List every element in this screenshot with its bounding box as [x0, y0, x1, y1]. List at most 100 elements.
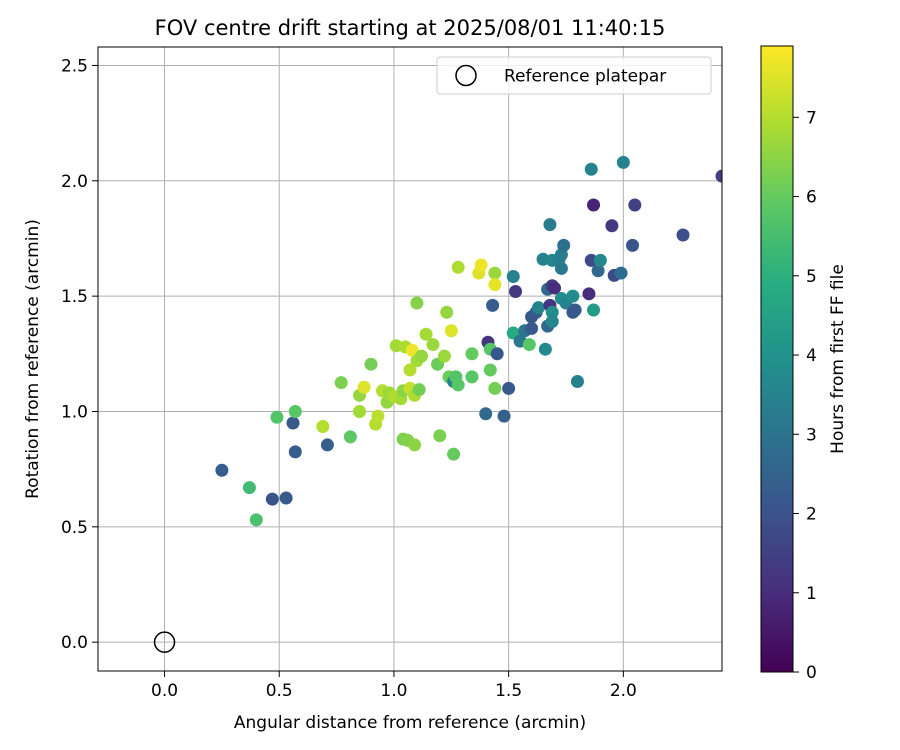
y-axis-label: Rotation from reference (arcmin) [23, 219, 43, 499]
colorbar-label: Hours from first FF file [828, 264, 848, 454]
data-point [419, 327, 433, 341]
data-point [570, 374, 584, 388]
colorbar-tick-label: 6 [806, 188, 817, 208]
data-point [614, 266, 628, 280]
data-point [215, 463, 229, 477]
colorbar-tick-label: 0 [806, 663, 817, 683]
data-point [591, 264, 605, 278]
data-point [605, 219, 619, 233]
data-point [433, 429, 447, 443]
data-point [566, 289, 580, 303]
y-tick-label: 0.0 [61, 633, 88, 653]
data-point [628, 198, 642, 212]
data-point [554, 261, 568, 275]
data-point [410, 296, 424, 310]
data-point [242, 481, 256, 495]
x-tick-label: 0.5 [266, 681, 293, 701]
data-point [543, 218, 557, 232]
data-point [270, 410, 284, 424]
data-point [502, 381, 516, 395]
data-point [488, 266, 502, 280]
x-tick-label: 2.0 [610, 681, 637, 701]
data-point [479, 407, 493, 421]
data-point [483, 363, 497, 377]
reference-point-marker [153, 631, 176, 653]
data-point [249, 513, 263, 527]
data-point [426, 338, 440, 352]
data-point [506, 270, 520, 284]
colorbar-gradient [760, 45, 794, 673]
data-point [545, 315, 559, 329]
colorbar-ticks: 0 1 2 3 4 5 6 7 [793, 108, 817, 683]
data-point [288, 404, 302, 418]
y-tick-label: 2.0 [61, 172, 88, 192]
colorbar-tick-label: 4 [806, 346, 817, 366]
data-point [525, 321, 539, 335]
data-point [451, 260, 465, 274]
data-point [557, 238, 571, 252]
data-point [593, 253, 607, 267]
data-point [357, 380, 371, 394]
colorbar-tick-label: 1 [806, 584, 817, 604]
data-point [265, 492, 279, 506]
data-points [215, 155, 722, 527]
colorbar-tick-label: 2 [806, 505, 817, 525]
data-point [531, 301, 545, 315]
legend: Reference platepar [436, 56, 712, 95]
colorbar: 0 1 2 3 4 5 6 7 Hours from first FF file [760, 45, 848, 683]
plot-frame [97, 46, 723, 672]
data-point [568, 303, 582, 317]
data-point [437, 349, 451, 363]
colorbar-tick-label: 5 [806, 267, 817, 287]
data-point [371, 409, 385, 423]
x-tick-label: 0.0 [151, 681, 178, 701]
data-point [279, 491, 293, 505]
data-point [414, 349, 428, 363]
data-point [465, 347, 479, 361]
data-point [316, 419, 330, 433]
data-point [486, 298, 500, 312]
data-point [288, 445, 302, 459]
colorbar-tick-label: 3 [806, 425, 817, 445]
data-point [490, 347, 504, 361]
data-point [509, 285, 523, 299]
colorbar-tick-label: 7 [806, 108, 817, 128]
y-tick-label: 1.0 [61, 402, 88, 422]
y-tick-label: 2.5 [61, 56, 88, 76]
data-point [364, 357, 378, 371]
data-point [488, 381, 502, 395]
data-point [626, 238, 640, 252]
data-point [676, 228, 690, 242]
chart-title: FOV centre drift starting at 2025/08/01 … [155, 16, 666, 40]
data-point [584, 253, 598, 267]
grid-lines [98, 47, 722, 671]
data-point [522, 338, 536, 352]
data-point [582, 287, 596, 301]
data-point [408, 438, 422, 452]
data-point [587, 198, 601, 212]
data-point [444, 324, 458, 338]
x-tick-label: 1.0 [380, 681, 407, 701]
data-point [343, 430, 357, 444]
legend-box [436, 56, 712, 95]
data-point [488, 278, 502, 292]
reference-layer [153, 631, 176, 653]
data-point [403, 363, 417, 377]
y-tick-label: 1.5 [61, 287, 88, 307]
data-point [447, 447, 461, 461]
data-point [584, 162, 598, 176]
data-point [474, 258, 488, 272]
x-axis-label: Angular distance from reference (arcmin) [234, 713, 586, 733]
data-point [548, 281, 562, 295]
data-point [616, 155, 630, 169]
data-point [440, 305, 454, 319]
data-point [465, 370, 479, 384]
y-tick-label: 0.5 [61, 518, 88, 538]
data-point [320, 438, 334, 452]
data-point [538, 342, 552, 356]
x-tick-label: 1.5 [495, 681, 522, 701]
y-axis-ticks: 0.0 0.5 1.0 1.5 2.0 2.5 [61, 56, 98, 653]
data-point [715, 169, 722, 183]
data-point [451, 378, 465, 392]
